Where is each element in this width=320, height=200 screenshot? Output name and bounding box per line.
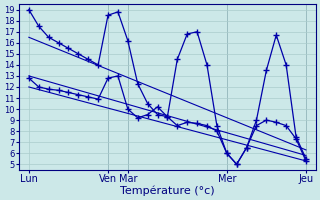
X-axis label: Température (°c): Température (°c)	[120, 185, 215, 196]
